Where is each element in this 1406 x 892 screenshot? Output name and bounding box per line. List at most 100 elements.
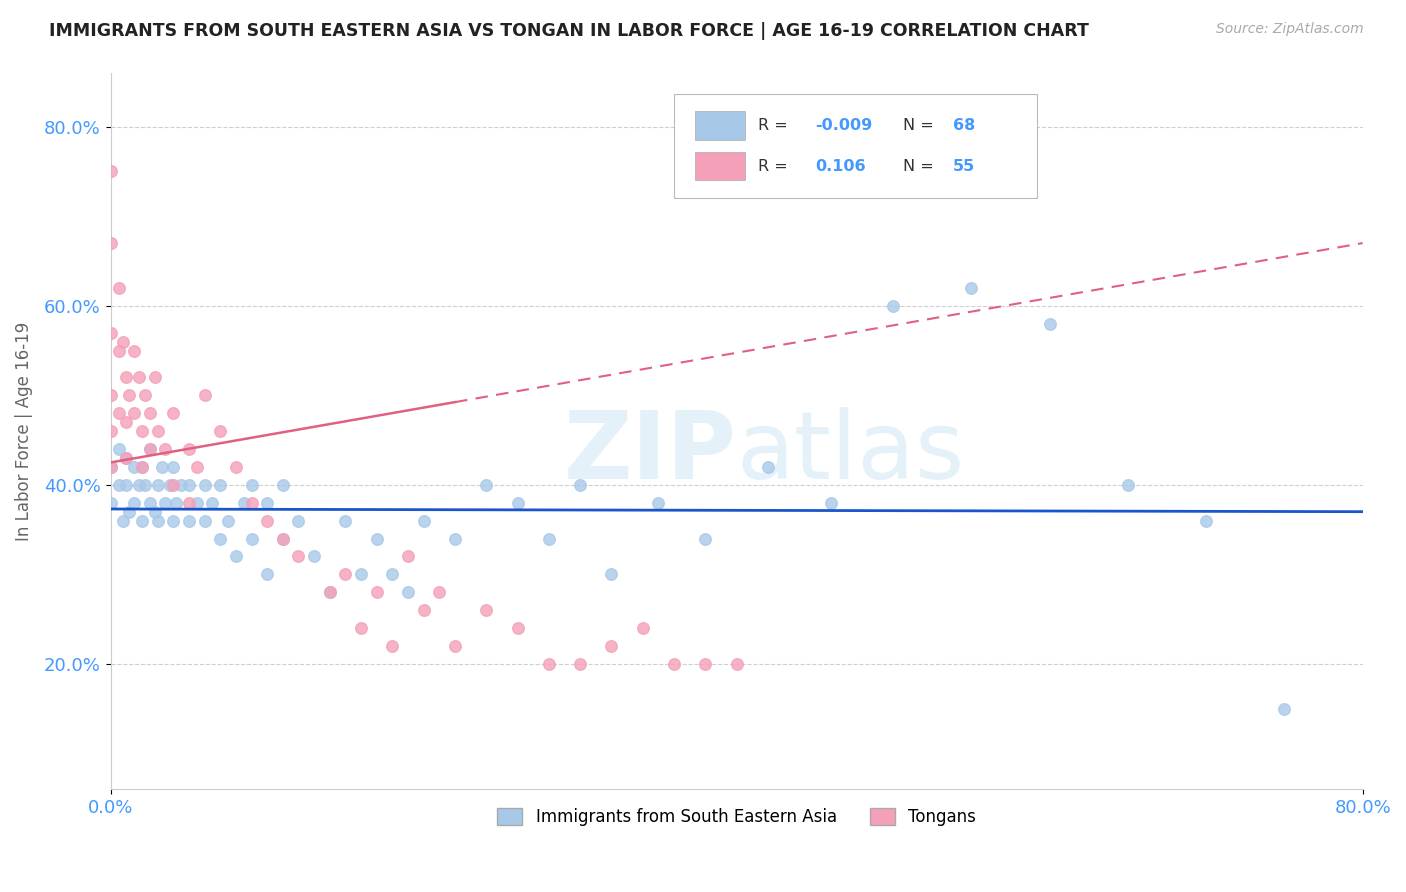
Point [725, 657, 748, 671]
Point [155, 496, 177, 510]
Point [139, 442, 162, 456]
Point [647, 496, 669, 510]
Point [115, 370, 138, 384]
Point [600, 639, 623, 653]
Point [100, 236, 122, 251]
Point [143, 505, 166, 519]
Text: R =: R = [758, 118, 793, 133]
Point [194, 478, 217, 492]
Point [107, 343, 129, 358]
Point [107, 406, 129, 420]
Point [162, 406, 184, 420]
Text: atlas: atlas [737, 407, 965, 499]
Point [115, 415, 138, 429]
FancyBboxPatch shape [673, 95, 1038, 198]
Point [115, 450, 138, 465]
Text: -0.009: -0.009 [815, 118, 873, 133]
Point [350, 567, 373, 582]
Point [475, 478, 498, 492]
Point [569, 478, 592, 492]
Point [194, 388, 217, 402]
Point [820, 496, 842, 510]
Point [146, 514, 169, 528]
Text: Source: ZipAtlas.com: Source: ZipAtlas.com [1216, 22, 1364, 37]
Point [118, 388, 141, 402]
Point [287, 549, 309, 564]
Point [159, 478, 181, 492]
Point [695, 532, 717, 546]
Point [131, 459, 153, 474]
Text: 0.106: 0.106 [815, 159, 866, 174]
Point [194, 514, 217, 528]
Text: 68: 68 [953, 118, 976, 133]
Point [155, 442, 177, 456]
Point [225, 549, 247, 564]
Text: 55: 55 [953, 159, 976, 174]
Point [232, 496, 254, 510]
Point [225, 459, 247, 474]
Point [122, 343, 145, 358]
Point [240, 478, 263, 492]
Point [427, 585, 450, 599]
Point [396, 549, 419, 564]
Point [115, 450, 138, 465]
Point [186, 496, 208, 510]
Point [960, 281, 983, 295]
Point [444, 639, 467, 653]
Point [143, 370, 166, 384]
Point [100, 424, 122, 438]
Point [139, 442, 162, 456]
Point [100, 459, 122, 474]
Point [412, 514, 434, 528]
Point [100, 459, 122, 474]
Point [177, 514, 200, 528]
Point [122, 406, 145, 420]
Point [209, 478, 232, 492]
Point [107, 281, 129, 295]
Text: ZIP: ZIP [564, 407, 737, 499]
Point [115, 478, 138, 492]
Point [122, 459, 145, 474]
Point [271, 532, 294, 546]
Point [412, 603, 434, 617]
Point [256, 514, 278, 528]
FancyBboxPatch shape [696, 111, 745, 139]
Point [882, 299, 904, 313]
Point [271, 532, 294, 546]
Point [165, 496, 187, 510]
Point [100, 164, 122, 178]
Point [162, 514, 184, 528]
Point [1039, 317, 1062, 331]
Point [131, 459, 153, 474]
Point [319, 585, 342, 599]
Point [302, 549, 325, 564]
Point [335, 514, 357, 528]
Point [128, 370, 150, 384]
Point [756, 459, 779, 474]
Point [186, 459, 208, 474]
Point [134, 388, 156, 402]
Point [146, 478, 169, 492]
Point [537, 657, 560, 671]
Point [177, 442, 200, 456]
Point [319, 585, 342, 599]
Text: N =: N = [903, 118, 939, 133]
Point [128, 478, 150, 492]
Point [112, 514, 135, 528]
Point [100, 326, 122, 340]
Text: IMMIGRANTS FROM SOUTH EASTERN ASIA VS TONGAN IN LABOR FORCE | AGE 16-19 CORRELAT: IMMIGRANTS FROM SOUTH EASTERN ASIA VS TO… [49, 22, 1090, 40]
Point [366, 585, 388, 599]
Point [396, 585, 419, 599]
Point [170, 478, 193, 492]
Point [112, 334, 135, 349]
Point [444, 532, 467, 546]
Point [381, 567, 404, 582]
Point [537, 532, 560, 546]
Point [118, 505, 141, 519]
Point [217, 514, 239, 528]
Point [506, 621, 529, 635]
Point [600, 567, 623, 582]
Point [139, 406, 162, 420]
Point [256, 496, 278, 510]
Point [100, 388, 122, 402]
